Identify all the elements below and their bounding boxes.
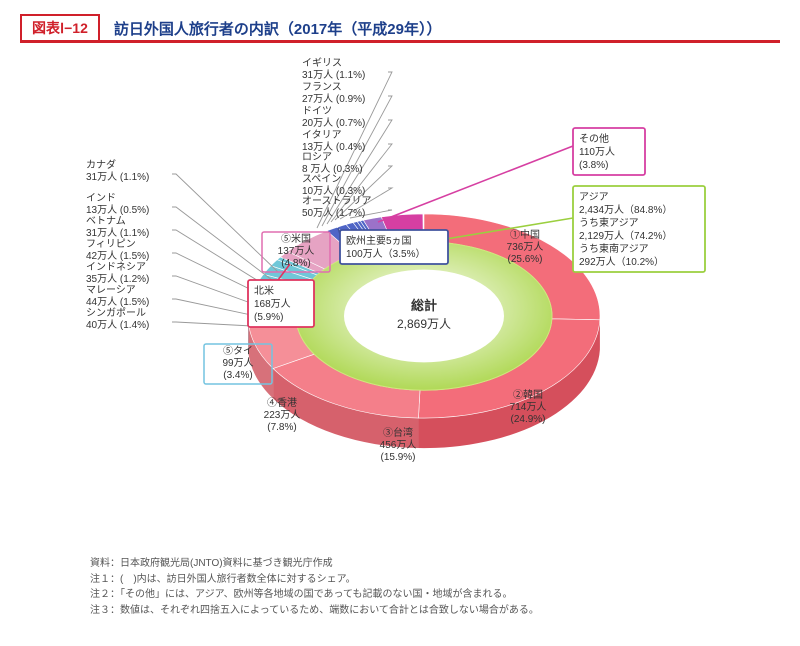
callout-text-other_box-1: 110万人 (579, 146, 615, 158)
val-korea: 714万人 (510, 401, 547, 413)
lbl-us: ⑤米国 (281, 232, 311, 245)
lbl-hk: ④香港 (267, 397, 297, 409)
callout-text-asia_box-2: うち東アジア (579, 216, 639, 229)
val-thai: 99万人 (222, 357, 253, 369)
pct-china: (25.6%) (507, 254, 542, 265)
footnote-line: 注２：「その他」には、アジア、欧州等各地域の国であっても記載のない国・地域が含ま… (90, 587, 770, 603)
callout-text-asia_box-3: 2,129万人（74.2%） (579, 230, 672, 242)
val-hk: 223万人 (264, 409, 301, 421)
lbl-au: オーストラリア (302, 195, 372, 207)
callout-text-eu_box-0: 欧州主要5ヵ国 (346, 235, 412, 247)
callout-text-asia_box-1: 2,434万人（84.8%） (579, 204, 672, 216)
val-in: 13万人 (0.5%) (86, 204, 149, 216)
center-label: 総計 (411, 298, 437, 313)
figure-tag: 図表Ⅰ−12 (20, 14, 100, 42)
callout-text-other_box-2: (3.8%) (579, 160, 608, 171)
pct-us: (4.8%) (281, 258, 310, 269)
callout-text-asia_box-5: 292万人（10.2%） (579, 256, 664, 268)
val-vn: 31万人 (1.1%) (86, 227, 149, 239)
val-fr: 27万人 (0.9%) (302, 93, 365, 105)
val-sg: 40万人 (1.4%) (86, 319, 149, 331)
callout-line-other_box (378, 146, 573, 222)
val-ca: 31万人 (1.1%) (86, 171, 149, 183)
footnote-line: 注３：数値は、それぞれ四捨五入によっているため、端数において合計とは合致しない場… (90, 603, 770, 619)
chart-figure: 図表Ⅰ−12 訪日外国人旅行者の内訳（2017年（平成29年）） 総計 2,869… (0, 0, 800, 646)
lbl-ph: フィリピン (86, 238, 136, 250)
pct-taiwan: (15.9%) (380, 452, 415, 463)
callout-text-asia_box-0: アジア (579, 192, 609, 203)
title-rule (20, 40, 780, 43)
val-china: 736万人 (507, 241, 544, 253)
lbl-china: ①中国 (510, 228, 540, 241)
callout-text-na_box-0: 北米 (254, 284, 274, 297)
lbl-it: イタリア (302, 129, 342, 141)
lbl-ca: カナダ (86, 158, 116, 171)
val-us: 137万人 (278, 245, 315, 257)
val-de: 20万人 (0.7%) (302, 117, 365, 129)
callout-text-na_box-1: 168万人 (254, 298, 291, 310)
callout-text-eu_box-1: 100万人（3.5%） (346, 248, 425, 260)
leader-my (172, 299, 256, 316)
center-disk (344, 270, 504, 363)
val-ph: 42万人 (1.5%) (86, 250, 149, 262)
lbl-es: スペイン (302, 174, 341, 185)
pie-chart-3d: 総計 2,869万人 ①中国736万人(25.6%) ②韓国714万人(24.9%) ③… (20, 48, 780, 534)
callout-text-other_box-0: その他 (579, 132, 609, 145)
callout-text-asia_box-4: うち東南アジア (579, 242, 649, 255)
lbl-sg: シンガポール (86, 307, 146, 319)
lbl-uk: イギリス (302, 57, 342, 69)
pct-korea: (24.9%) (510, 414, 545, 425)
center-total: 2,869万人 (397, 317, 451, 331)
lbl-de: ドイツ (302, 106, 332, 117)
footnotes: 資料：日本政府観光局(JNTO)資料に基づき観光庁作成注１：( )内は、訪日外国… (90, 556, 770, 618)
lbl-ru: ロシア (302, 152, 332, 163)
lbl-taiwan: ③台湾 (383, 426, 413, 439)
callout-text-na_box-2: (5.9%) (254, 312, 283, 323)
val-taiwan: 456万人 (380, 439, 417, 451)
val-my: 44万人 (1.5%) (86, 296, 149, 308)
lbl-thai: ⑤タイ (223, 345, 253, 357)
lbl-korea: ②韓国 (513, 389, 543, 401)
lbl-my: マレーシア (86, 285, 136, 296)
leader-id (172, 276, 259, 306)
val-id: 35万人 (1.2%) (86, 273, 149, 285)
footnote-line: 注１：( )内は、訪日外国人旅行者数全体に対するシェア。 (90, 572, 770, 588)
lbl-fr: フランス (302, 81, 342, 93)
val-uk: 31万人 (1.1%) (302, 69, 365, 81)
pct-thai: (3.4%) (223, 370, 252, 381)
lbl-id: インドネシア (86, 261, 146, 273)
leader-sg (172, 322, 252, 326)
pct-hk: (7.8%) (267, 422, 296, 433)
footnote-line: 資料：日本政府観光局(JNTO)資料に基づき観光庁作成 (90, 556, 770, 572)
figure-title: 訪日外国人旅行者の内訳（2017年（平成29年）） (114, 18, 442, 39)
title-bar: 図表Ⅰ−12 訪日外国人旅行者の内訳（2017年（平成29年）） (20, 14, 780, 42)
val-au: 50万人 (1.7%) (302, 207, 365, 219)
lbl-vn: ベトナム (86, 215, 126, 227)
lbl-in: インド (86, 193, 116, 204)
